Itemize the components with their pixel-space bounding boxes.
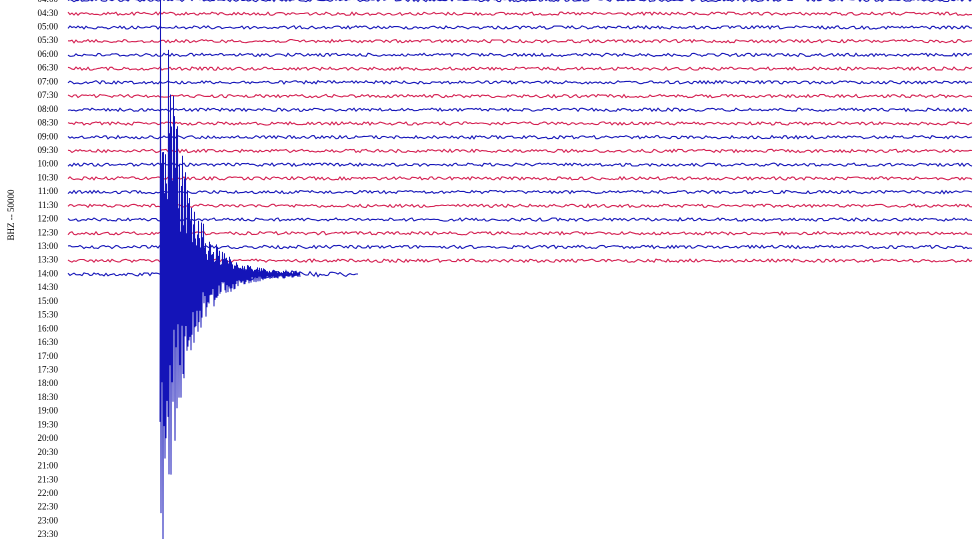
time-label: 14:30 <box>37 282 58 292</box>
time-label: 20:30 <box>37 447 58 457</box>
time-label: 07:30 <box>37 90 58 100</box>
trace <box>67 52 973 58</box>
trace <box>67 175 973 181</box>
time-label: 10:30 <box>37 172 58 182</box>
time-label: 13:30 <box>37 255 58 265</box>
trace <box>67 203 973 209</box>
trace <box>67 93 973 99</box>
time-label: 21:00 <box>37 461 58 471</box>
time-label: 14:00 <box>37 268 58 278</box>
trace <box>67 162 973 168</box>
time-label: 16:00 <box>37 323 58 333</box>
trace <box>67 121 973 126</box>
time-label: 15:00 <box>37 296 58 306</box>
time-label: 11:30 <box>38 200 59 210</box>
trace <box>67 24 973 30</box>
time-label: 15:30 <box>37 310 58 320</box>
time-label: 23:30 <box>37 529 58 539</box>
time-label: 12:00 <box>37 214 58 224</box>
time-label: 10:00 <box>37 159 58 169</box>
time-label: 12:30 <box>37 227 58 237</box>
time-label: 19:30 <box>37 419 58 429</box>
time-label: 05:00 <box>37 22 58 32</box>
trace <box>67 66 973 72</box>
event-trace <box>159 0 301 540</box>
time-label: 22:30 <box>37 502 58 512</box>
time-label: 17:00 <box>37 351 58 361</box>
time-label: 21:30 <box>37 474 58 484</box>
time-label: 17:30 <box>37 365 58 375</box>
trace <box>67 216 973 222</box>
time-label: 23:00 <box>37 515 58 525</box>
trace <box>67 148 973 154</box>
time-label: 04:30 <box>37 8 58 18</box>
time-label: 08:30 <box>37 118 58 128</box>
trace <box>67 38 973 44</box>
trace <box>67 107 973 113</box>
time-label: 20:00 <box>37 433 58 443</box>
time-label: 06:30 <box>37 63 58 73</box>
trace <box>67 0 972 3</box>
time-label: 07:00 <box>37 76 58 86</box>
trace <box>67 134 973 140</box>
time-label: 08:00 <box>37 104 58 114</box>
time-label: 06:00 <box>37 49 58 59</box>
time-label: 11:00 <box>38 186 59 196</box>
time-label: 09:30 <box>37 145 58 155</box>
time-label: 05:30 <box>37 35 58 45</box>
trace <box>67 79 973 85</box>
time-label: 09:00 <box>37 131 58 141</box>
trace <box>67 189 973 195</box>
trace <box>67 244 973 250</box>
time-label: 22:00 <box>37 488 58 498</box>
time-label: 18:00 <box>37 378 58 388</box>
time-label: 04:00 <box>37 0 58 4</box>
time-label: 19:00 <box>37 406 58 416</box>
time-label: 13:00 <box>37 241 58 251</box>
time-label: 18:30 <box>37 392 58 402</box>
y-axis-label: BHZ -- 50000 <box>6 189 16 240</box>
trace <box>67 230 973 236</box>
trace <box>67 11 973 17</box>
time-label: 16:30 <box>37 337 58 347</box>
